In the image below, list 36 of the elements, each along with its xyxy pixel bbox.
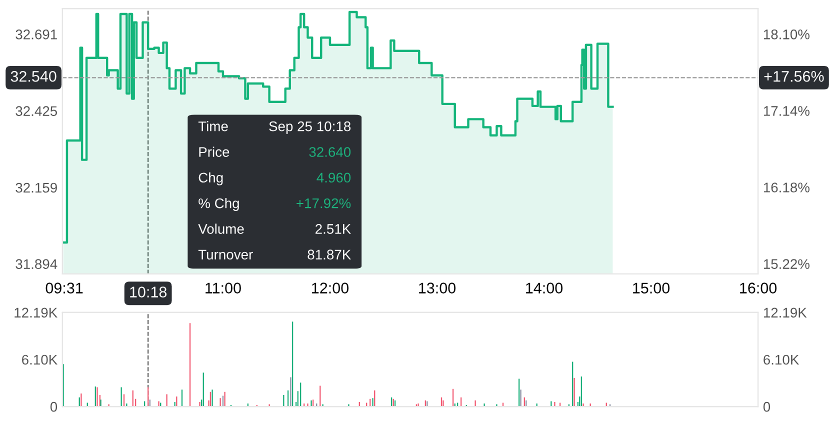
y2-tick-label: 16.18% <box>764 182 810 192</box>
x-tick-label: 09:31 <box>46 282 83 294</box>
y2-tick-label: 12.19K <box>764 308 807 318</box>
annotation: Sep 25 10:18 <box>269 121 351 134</box>
x-tick-label: 14:00 <box>526 282 563 294</box>
annotation: Turnover <box>198 250 253 260</box>
annotation: 2.51K <box>316 224 351 234</box>
ref-line-label: 10:18 <box>130 286 167 298</box>
x-tick-label: 13:00 <box>419 282 456 294</box>
y-tick-label: 0 <box>50 402 58 412</box>
x-tick-label: 16:00 <box>740 282 777 294</box>
y2-tick-label: 0 <box>763 402 770 412</box>
y-tick-label: 31.894 <box>16 259 58 270</box>
annotation: +17.92% <box>296 198 351 208</box>
annotation: Price <box>199 146 230 157</box>
x-tick-label: 15:00 <box>633 282 670 294</box>
y2-tick-label: 6.10K <box>764 354 800 365</box>
y2-tick-label: 18.10% <box>764 29 810 40</box>
annotation: % Chg <box>198 198 239 211</box>
x-tick-label: 11:00 <box>206 282 241 294</box>
annotation: 32.640 <box>309 147 351 157</box>
annotation: 4.960 <box>316 172 351 183</box>
y-tick-label: 32.425 <box>16 106 58 116</box>
y2-tick-label: 17.14% <box>764 106 810 116</box>
annotation: Chg <box>198 172 223 186</box>
y-tick-label: 12.19K <box>14 308 58 318</box>
annotation: Time <box>198 121 228 132</box>
y-tick-label: 6.10K <box>22 354 58 365</box>
y2-tick-label: 15.22% <box>764 259 810 269</box>
annotation: +17.56% <box>764 70 824 82</box>
annotation: 81.87K <box>308 250 351 260</box>
x-tick-label: 12:00 <box>312 282 349 294</box>
annotation: Volume <box>198 224 244 234</box>
y-tick-label: 32.159 <box>16 182 57 193</box>
y-tick-label: 32.691 <box>16 30 57 40</box>
ref-line-label: 32.540 <box>10 70 56 82</box>
